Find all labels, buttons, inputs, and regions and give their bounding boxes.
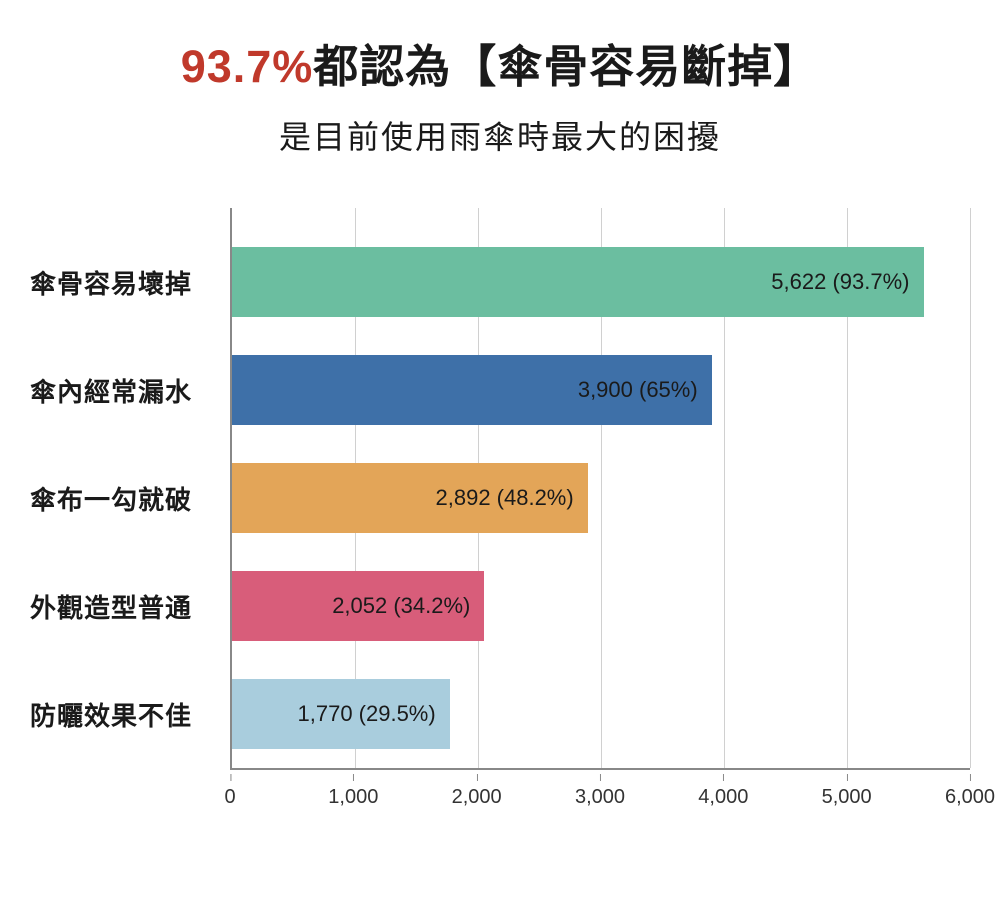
- x-tick: 4,000: [698, 776, 748, 809]
- bars-container: 5,622 (93.7%) 3,900 (65%) 2,892 (48.2%) 2,0…: [232, 228, 970, 768]
- category-label: 外觀造型普通: [30, 552, 230, 660]
- x-tick: 5,000: [822, 776, 872, 809]
- x-tick-label: 1,000: [328, 786, 378, 809]
- tick-mark: [230, 774, 231, 781]
- x-tick-label: 2,000: [452, 786, 502, 809]
- plot-area: 5,622 (93.7%) 3,900 (65%) 2,892 (48.2%) 2,0…: [230, 208, 970, 770]
- bar-row: 3,900 (65%): [232, 336, 970, 444]
- bar-row: 2,892 (48.2%): [232, 444, 970, 552]
- bar: 2,892 (48.2%): [232, 463, 588, 533]
- bar: 3,900 (65%): [232, 355, 712, 425]
- x-tick-label: 3,000: [575, 786, 625, 809]
- x-tick: 0: [224, 776, 235, 809]
- chart-body: 傘骨容易壞掉 傘內經常漏水 傘布一勾就破 外觀造型普通 防曬效果不佳 5,622…: [30, 208, 970, 770]
- x-tick-label: 6,000: [945, 786, 995, 809]
- x-tick: 1,000: [328, 776, 378, 809]
- y-axis-labels: 傘骨容易壞掉 傘內經常漏水 傘布一勾就破 外觀造型普通 防曬效果不佳: [30, 208, 230, 770]
- category-label: 防曬效果不佳: [30, 660, 230, 768]
- category-label: 傘骨容易壞掉: [30, 228, 230, 336]
- x-axis: 01,0002,0003,0004,0005,0006,000: [230, 770, 970, 830]
- x-tick-label: 0: [224, 786, 235, 809]
- bar-value-label: 3,900 (65%): [578, 377, 698, 403]
- x-tick-label: 5,000: [822, 786, 872, 809]
- bar: 2,052 (34.2%): [232, 571, 484, 641]
- bar: 1,770 (29.5%): [232, 679, 450, 749]
- bar-value-label: 2,892 (48.2%): [436, 485, 574, 511]
- plot-inner: 5,622 (93.7%) 3,900 (65%) 2,892 (48.2%) 2,0…: [232, 208, 970, 768]
- bar-row: 1,770 (29.5%): [232, 660, 970, 768]
- gridline: [970, 208, 971, 768]
- tick-mark: [600, 774, 601, 781]
- x-tick: 6,000: [945, 776, 995, 809]
- tick-mark: [477, 774, 478, 781]
- tick-mark: [723, 774, 724, 781]
- bar-value-label: 1,770 (29.5%): [298, 701, 436, 727]
- bar-value-label: 2,052 (34.2%): [332, 593, 470, 619]
- x-tick: 2,000: [452, 776, 502, 809]
- x-tick: 3,000: [575, 776, 625, 809]
- category-label: 傘布一勾就破: [30, 444, 230, 552]
- bar-value-label: 5,622 (93.7%): [771, 269, 909, 295]
- bar-row: 5,622 (93.7%): [232, 228, 970, 336]
- chart-subtitle: 是目前使用雨傘時最大的困擾: [30, 112, 970, 158]
- tick-mark: [353, 774, 354, 781]
- chart-header: 93.7%都認為【傘骨容易斷掉】 是目前使用雨傘時最大的困擾: [30, 40, 970, 158]
- chart-title: 93.7%都認為【傘骨容易斷掉】: [30, 40, 970, 94]
- tick-mark: [970, 774, 971, 781]
- title-rest: 都認為【傘骨容易斷掉】: [313, 41, 819, 92]
- bar-row: 2,052 (34.2%): [232, 552, 970, 660]
- x-tick-label: 4,000: [698, 786, 748, 809]
- tick-mark: [847, 774, 848, 781]
- bar: 5,622 (93.7%): [232, 247, 924, 317]
- title-highlight: 93.7%: [181, 41, 314, 92]
- category-label: 傘內經常漏水: [30, 336, 230, 444]
